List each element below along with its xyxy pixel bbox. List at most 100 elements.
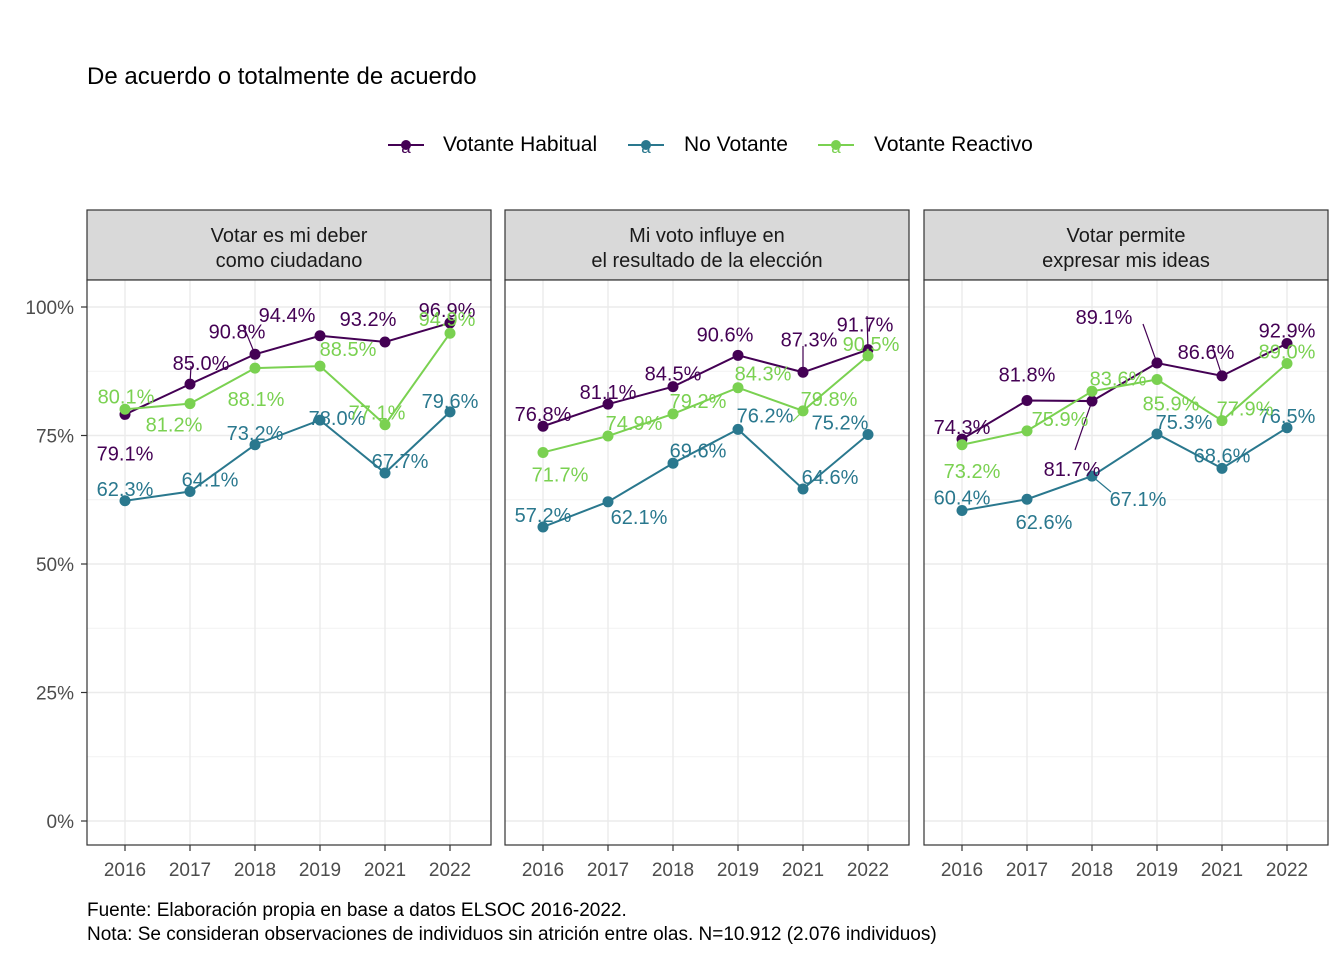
data-point (537, 420, 549, 432)
data-point (314, 330, 326, 342)
data-label: 62.1% (611, 507, 668, 529)
y-tick-label: 0% (47, 812, 75, 833)
label-leader-line (242, 324, 256, 355)
data-label: 90.5% (843, 334, 900, 356)
x-tick-label: 2016 (522, 860, 564, 881)
data-label: 79.1% (97, 443, 154, 465)
legend: a Votante Habitual a No Votante a Votante Rea… (388, 133, 1033, 157)
data-label: 96.9% (419, 300, 476, 322)
data-point (444, 327, 456, 339)
y-tick-label: 75% (36, 427, 74, 448)
data-point (667, 457, 679, 469)
data-label: 89.1% (1076, 307, 1133, 329)
legend-key-glyph: a (831, 138, 841, 157)
series-line (961, 362, 1288, 446)
facet-panel-3: Votar permite expresar mis ideas 74.3% 81.8… (923, 209, 1329, 881)
data-label: 77.1% (349, 403, 406, 425)
x-tick-label: 2018 (652, 860, 694, 881)
series-line (542, 355, 869, 454)
series-line (542, 428, 869, 528)
data-label: 86.6% (1178, 342, 1235, 364)
label-leader-line (1142, 323, 1158, 364)
data-point (379, 336, 391, 348)
data-label: 78.0% (309, 408, 366, 430)
legend-item-votante-habitual: a Votante Habitual (388, 133, 597, 157)
x-tick-label: 2016 (104, 860, 146, 881)
x-tick-label: 2021 (364, 860, 406, 881)
data-point (1086, 385, 1098, 397)
series-no-votante (119, 406, 456, 507)
data-label: 85.9% (1143, 393, 1200, 415)
data-point (1281, 358, 1293, 370)
data-label: 67.7% (372, 451, 429, 473)
data-label: 74.3% (934, 417, 991, 439)
data-point (379, 467, 391, 479)
data-point (314, 414, 326, 426)
data-label: 79.8% (801, 389, 858, 411)
legend-key-point (641, 140, 651, 150)
data-label: 84.5% (645, 364, 702, 386)
facet-strip (923, 209, 1329, 281)
data-label: 77.9% (1217, 399, 1274, 421)
data-label: 76.2% (737, 405, 794, 427)
data-label: 60.4% (934, 488, 991, 510)
series-line (961, 342, 1288, 440)
chart-title: De acuerdo o totalmente de acuerdo (87, 63, 477, 90)
data-label: 79.6% (422, 391, 479, 413)
data-label: 87.3% (781, 329, 838, 351)
plot-background (87, 280, 491, 845)
series-votante-habitual (956, 337, 1293, 445)
data-label: 62.3% (97, 479, 154, 501)
data-point (1281, 337, 1293, 349)
data-point (1151, 428, 1163, 440)
data-point (1216, 415, 1228, 427)
data-label: 68.6% (1194, 445, 1251, 467)
data-point (602, 496, 614, 508)
data-label: 64.6% (802, 467, 859, 489)
data-point (732, 423, 744, 435)
legend-key-point (401, 140, 411, 150)
data-label: 74.9% (606, 413, 663, 435)
y-tick-label: 50% (36, 555, 74, 576)
data-point (444, 406, 456, 418)
legend-key-glyph: a (641, 138, 651, 157)
data-point (956, 439, 968, 451)
facet-strip-label: el resultado de la elección (591, 250, 822, 272)
data-label: 75.9% (1032, 409, 1089, 431)
series-line (961, 426, 1288, 512)
series-votante-reactivo (119, 327, 456, 431)
data-point (249, 362, 261, 374)
data-label: 88.5% (320, 339, 377, 361)
data-point (1281, 422, 1293, 434)
data-label: 67.1% (1110, 489, 1167, 511)
data-label: 79.2% (670, 391, 727, 413)
data-point (119, 403, 131, 415)
facet-strip (86, 209, 492, 281)
data-label: 76.8% (515, 404, 572, 426)
y-tick-label: 25% (36, 684, 74, 705)
data-point (862, 428, 874, 440)
data-label: 94.9% (419, 309, 476, 331)
data-point (1021, 493, 1033, 505)
data-label: 73.2% (227, 423, 284, 445)
data-label: 75.2% (812, 412, 869, 434)
x-tick-label: 2017 (587, 860, 629, 881)
data-label: 90.8% (209, 321, 266, 343)
data-label: 91.7% (837, 315, 894, 337)
facet-panel-1: Votar es mi deber como ciudadano 79.1% 85.0… (86, 209, 492, 881)
caption-note: Nota: Se consideran observaciones de ind… (87, 924, 937, 945)
legend-label: No Votante (684, 133, 788, 156)
series-no-votante (956, 422, 1293, 517)
x-tick-label: 2017 (169, 860, 211, 881)
caption-source: Fuente: Elaboración propia en base a dat… (87, 900, 627, 921)
x-tick-label: 2019 (299, 860, 341, 881)
legend-key-glyph: a (401, 138, 411, 157)
series-line (542, 348, 869, 428)
data-label: 69.6% (670, 440, 727, 462)
data-point (1021, 395, 1033, 407)
y-axis: 0% 25% 50% 75% 100% (25, 298, 87, 833)
panel-border (504, 279, 910, 846)
data-label: 57.2% (515, 505, 572, 527)
data-point (444, 317, 456, 329)
